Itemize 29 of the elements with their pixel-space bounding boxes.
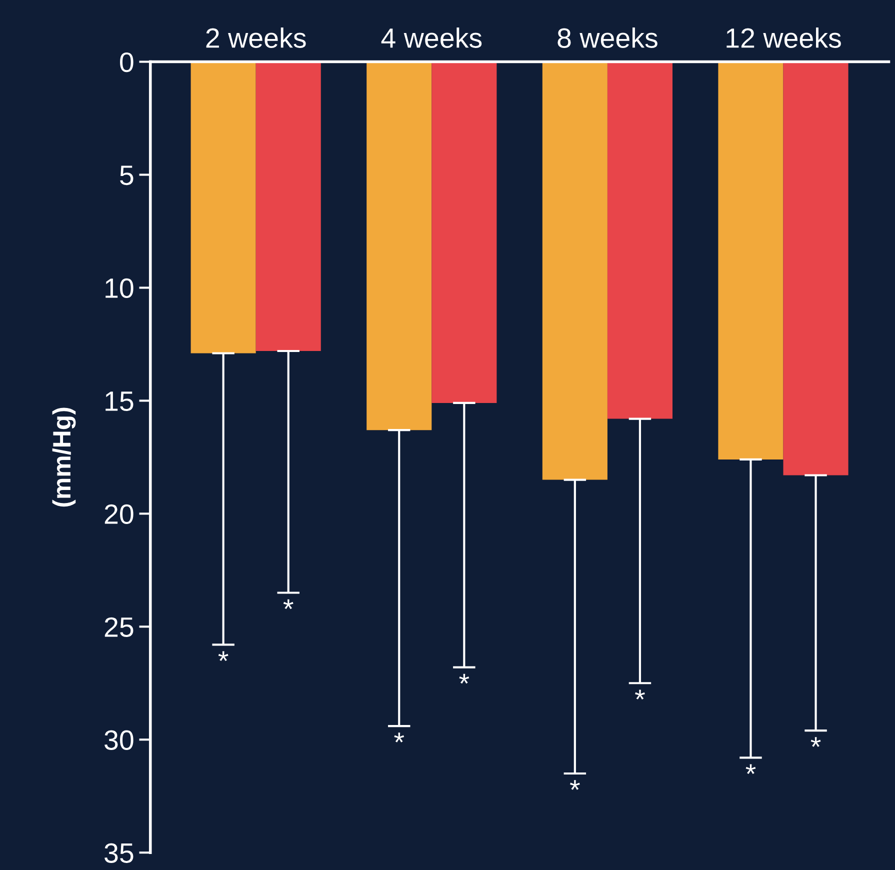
y-tick-label: 25 <box>104 617 134 637</box>
y-tick-label: 5 <box>120 166 134 186</box>
y-tick-label: 30 <box>104 730 134 750</box>
annotation: * <box>746 764 756 774</box>
annotation: * <box>635 690 645 700</box>
bar <box>607 62 672 419</box>
y-tick-label: 20 <box>104 504 134 524</box>
y-axis-title: (mm/Hg) <box>52 408 76 507</box>
bar <box>542 62 608 480</box>
y-tick-label: 15 <box>106 392 134 412</box>
annotation: * <box>810 737 821 747</box>
y-tick-label: 0 <box>120 52 134 72</box>
annotation: * <box>459 674 470 684</box>
x-tick-label: 2 weeks <box>206 28 306 48</box>
bar <box>718 62 784 460</box>
annotation: * <box>218 651 228 662</box>
annotation: * <box>283 599 294 610</box>
x-tick-label: 8 weeks <box>558 28 658 48</box>
annotation: * <box>394 732 404 742</box>
x-tick-label: 12 weeks <box>726 28 841 48</box>
annotation: * <box>570 780 580 790</box>
x-tick-label: 4 weeks <box>381 28 482 48</box>
bar <box>783 62 848 476</box>
bar <box>190 62 256 354</box>
y-tick-label: 10 <box>106 278 134 298</box>
y-tick-label: 35 <box>104 843 134 863</box>
bar <box>256 62 321 351</box>
bar <box>432 62 497 403</box>
bar <box>366 62 432 430</box>
